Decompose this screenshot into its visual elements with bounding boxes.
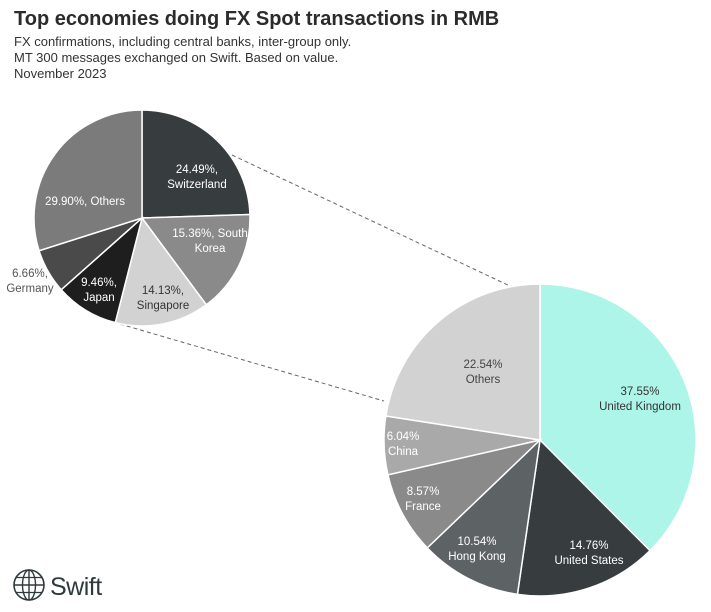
pie-slice-singapore (114, 216, 208, 327)
pie-main: 37.55% United Kingdom 14.76% United States 1… (383, 283, 697, 597)
slice-label-united-states: 14.76% United States (554, 540, 623, 567)
pie-slice-others (385, 283, 541, 441)
slice-label-switzerland: 24.49%, Switzerland (167, 164, 226, 191)
slice-label-germany: 6.66%, Germany (6, 268, 54, 295)
chart-title: Top economies doing FX Spot transactions… (14, 8, 500, 30)
slice-label-singapore: 14.13%, Singapore (137, 285, 189, 312)
pie-slice-united-states (516, 438, 652, 597)
subtitle-line-2: MT 300 messages exchanged on Swift. Base… (14, 50, 339, 65)
globe-icon (12, 568, 46, 607)
pie-slice-hong-kong (426, 437, 542, 596)
pie-slice-others (33, 109, 143, 252)
connector-line-top (231, 154, 513, 288)
pie-slice-south-korea (140, 213, 251, 306)
pie-slice-france (387, 438, 543, 549)
slice-label-others: 22.54% Others (463, 359, 502, 386)
slice-label-others: 29.90%, Others (45, 196, 125, 208)
swift-logo: Swift (12, 568, 102, 607)
pie-slice-switzerland (141, 109, 251, 219)
slice-label-china: 6.04% China (387, 431, 420, 458)
connector-line-bottom (119, 323, 385, 402)
pie-slice-united-kingdom (539, 283, 697, 552)
subtitle-line-1: FX confirmations, including central bank… (14, 34, 352, 49)
slice-label-hong-kong: 10.54% Hong Kong (448, 536, 506, 563)
slice-label-united-kingdom: 37.55% United Kingdom (599, 386, 681, 413)
brand-name: Swift (50, 573, 102, 601)
slice-label-france: 8.57% France (405, 486, 441, 513)
pie-others-breakdown: 24.49%, Switzerland 15.36%, South Korea 14.1… (6, 109, 251, 327)
subtitle-line-3: November 2023 (14, 66, 107, 81)
slice-label-south-korea: 15.36%, South Korea (172, 228, 247, 255)
slice-label-japan: 9.46%, Japan (81, 277, 117, 304)
